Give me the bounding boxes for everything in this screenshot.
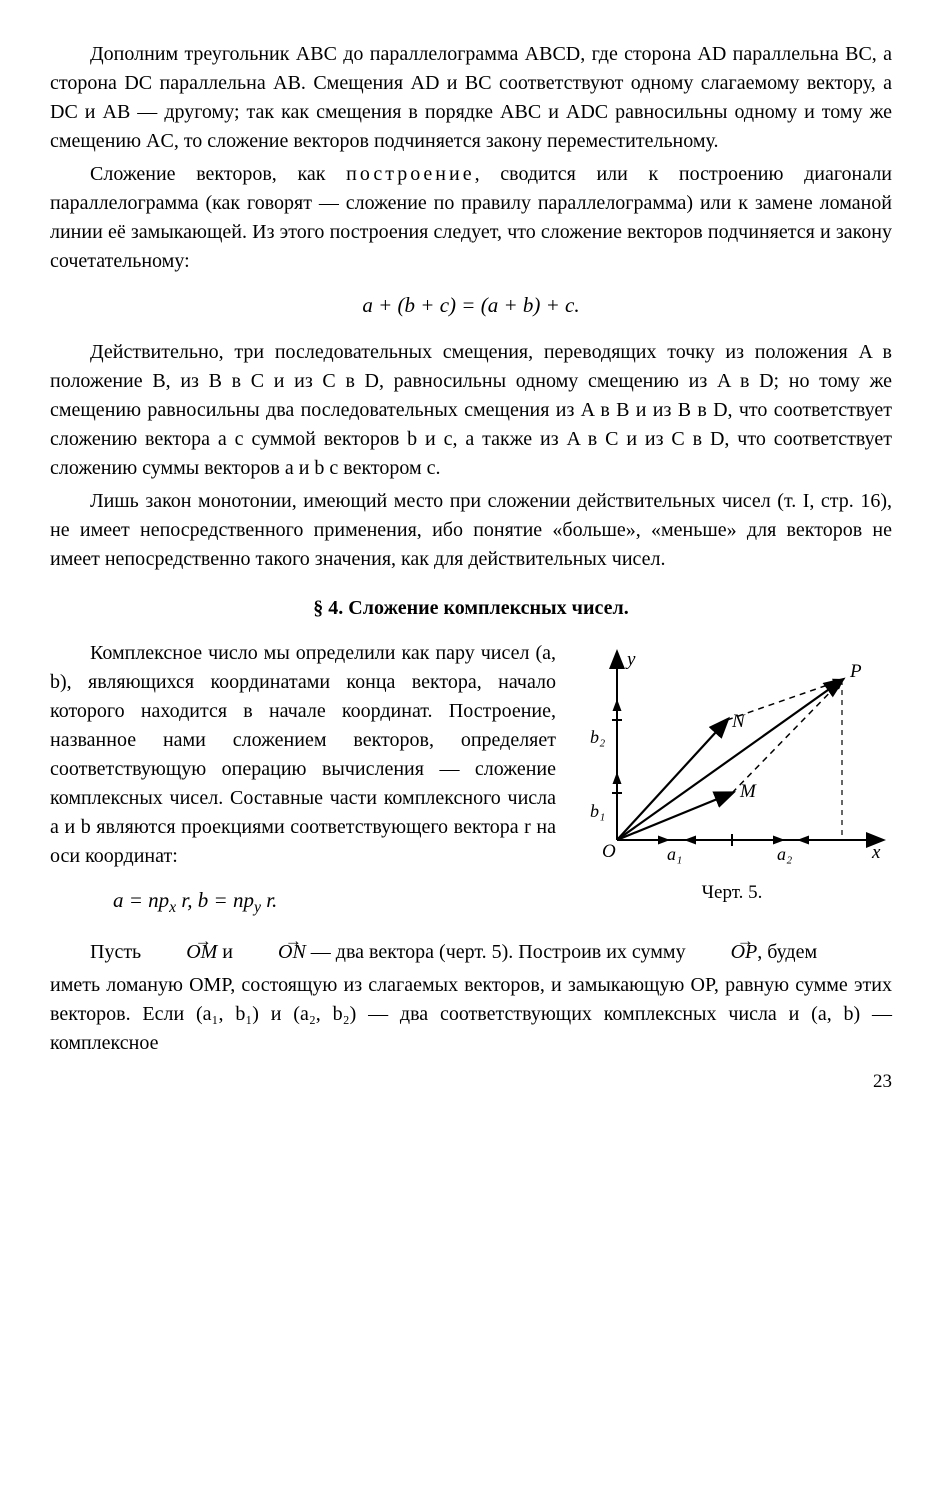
fig-label-y: y: [625, 649, 636, 670]
paragraph-3: Действительно, три последовательных смещ…: [50, 338, 892, 483]
figure-5: y x O P N M b₁ b₂ a₁ a₂ Черт. 5.: [572, 645, 892, 907]
paragraph-4: Лишь закон монотонии, имеющий место при …: [50, 487, 892, 574]
fig-label-x: x: [871, 842, 881, 863]
p2-a: Сложение векторов, как: [90, 163, 346, 185]
p6-d: , будем: [757, 941, 817, 963]
fig-label-a1: a₁: [667, 844, 682, 864]
formula-2b-sub: y: [254, 900, 261, 917]
paragraph-6: Пусть →OM и →ON — два вектора (черт. 5).…: [50, 938, 892, 967]
vec-OP: →OP: [691, 938, 758, 967]
vec-ON: →ON: [238, 938, 306, 967]
fig-label-a2: a₂: [777, 844, 792, 864]
p6-a: Пусть: [90, 941, 146, 963]
section-title: § 4. Сложение комплексных чисел.: [50, 594, 892, 623]
paragraph-6e: иметь ломаную OMP, состоящую из слагаемы…: [50, 971, 892, 1058]
wrap-section: y x O P N M b₁ b₂ a₁ a₂ Черт. 5. Комплек…: [50, 639, 892, 1058]
paragraph-1: Дополним треугольник ABC до параллелогра…: [50, 40, 892, 156]
p2-spaced: построение: [346, 163, 474, 185]
paragraph-2: Сложение векторов, как построение, своди…: [50, 160, 892, 276]
fig-label-N: N: [731, 711, 746, 732]
p6-c: — два вектора (черт. 5). Построив их сум…: [306, 941, 691, 963]
vec-OM: →OM: [146, 938, 217, 967]
fig-label-b2: b₂: [590, 727, 605, 747]
figure-5-svg: y x O P N M b₁ b₂ a₁ a₂: [572, 645, 892, 875]
formula-2b-end: r.: [261, 888, 277, 912]
formula-2a-end: r, b = пр: [176, 888, 254, 912]
p6-b: и: [217, 941, 238, 963]
fig-label-M: M: [739, 781, 757, 802]
page-number: 23: [50, 1068, 892, 1096]
fig-label-b1: b₁: [590, 801, 605, 821]
formula-1: a + (b + c) = (a + b) + c.: [50, 290, 892, 320]
formula-2a: a = пр: [113, 888, 169, 912]
fig-label-O: O: [602, 841, 616, 862]
fig-label-P: P: [849, 661, 862, 682]
figure-caption: Черт. 5.: [572, 879, 892, 907]
